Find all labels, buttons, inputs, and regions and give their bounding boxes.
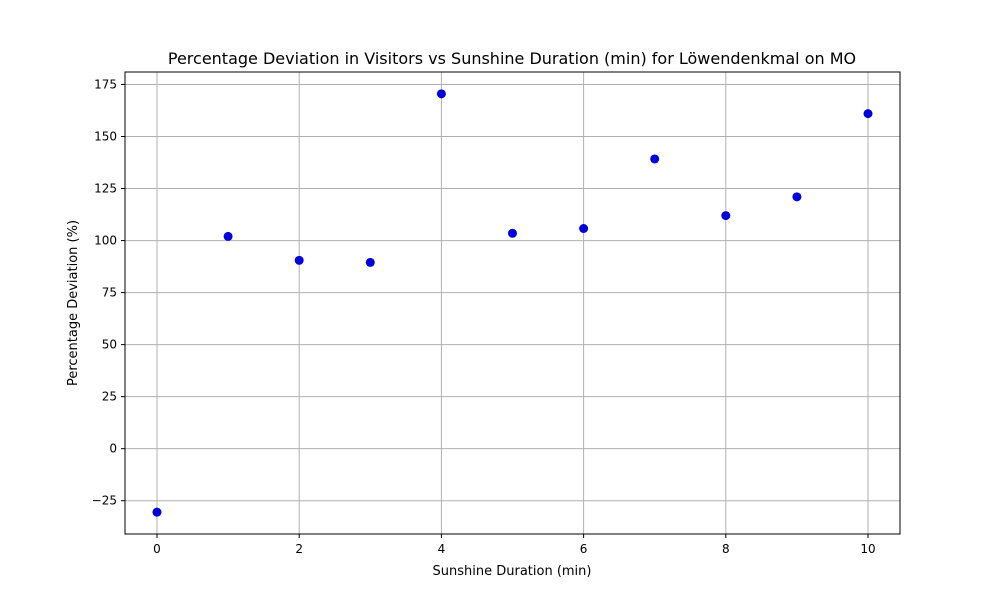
y-axis-ticks: −25 0 25 50 75 100 125 150 175: [92, 77, 125, 508]
x-tick-label: 8: [722, 542, 730, 556]
y-tick-label: 175: [94, 77, 117, 91]
data-point: [579, 223, 589, 233]
plot-frame: [124, 71, 901, 535]
x-axis-ticks: 0 2 4 6 8 10: [153, 534, 876, 556]
y-tick-label: 100: [94, 234, 117, 248]
y-tick-label: 25: [102, 390, 117, 404]
data-point: [436, 89, 446, 99]
x-tick-label: 4: [438, 542, 446, 556]
chart-title: Percentage Deviation in Visitors vs Suns…: [168, 49, 856, 68]
data-point: [863, 109, 873, 119]
x-tick-label: 6: [580, 542, 588, 556]
y-tick-label: 0: [109, 442, 117, 456]
grid: [125, 72, 900, 534]
data-point: [365, 257, 375, 267]
y-axis-label: Percentage Deviation (%): [66, 220, 81, 386]
data-point: [152, 507, 162, 517]
data-point: [223, 231, 233, 241]
x-tick-label: 10: [860, 542, 875, 556]
data-point: [792, 192, 802, 202]
data-point: [294, 255, 304, 265]
x-tick-label: 0: [153, 542, 161, 556]
y-tick-label: 125: [94, 182, 117, 196]
y-tick-label: −25: [92, 494, 117, 508]
data-point: [721, 211, 731, 221]
data-points: [152, 89, 873, 517]
data-point: [650, 154, 660, 164]
y-tick-label: 150: [94, 130, 117, 144]
data-point: [508, 228, 517, 238]
x-axis-label: Sunshine Duration (min): [433, 564, 592, 579]
y-tick-label: 50: [102, 338, 117, 352]
y-tick-label: 75: [102, 286, 117, 300]
x-tick-label: 2: [295, 542, 303, 556]
